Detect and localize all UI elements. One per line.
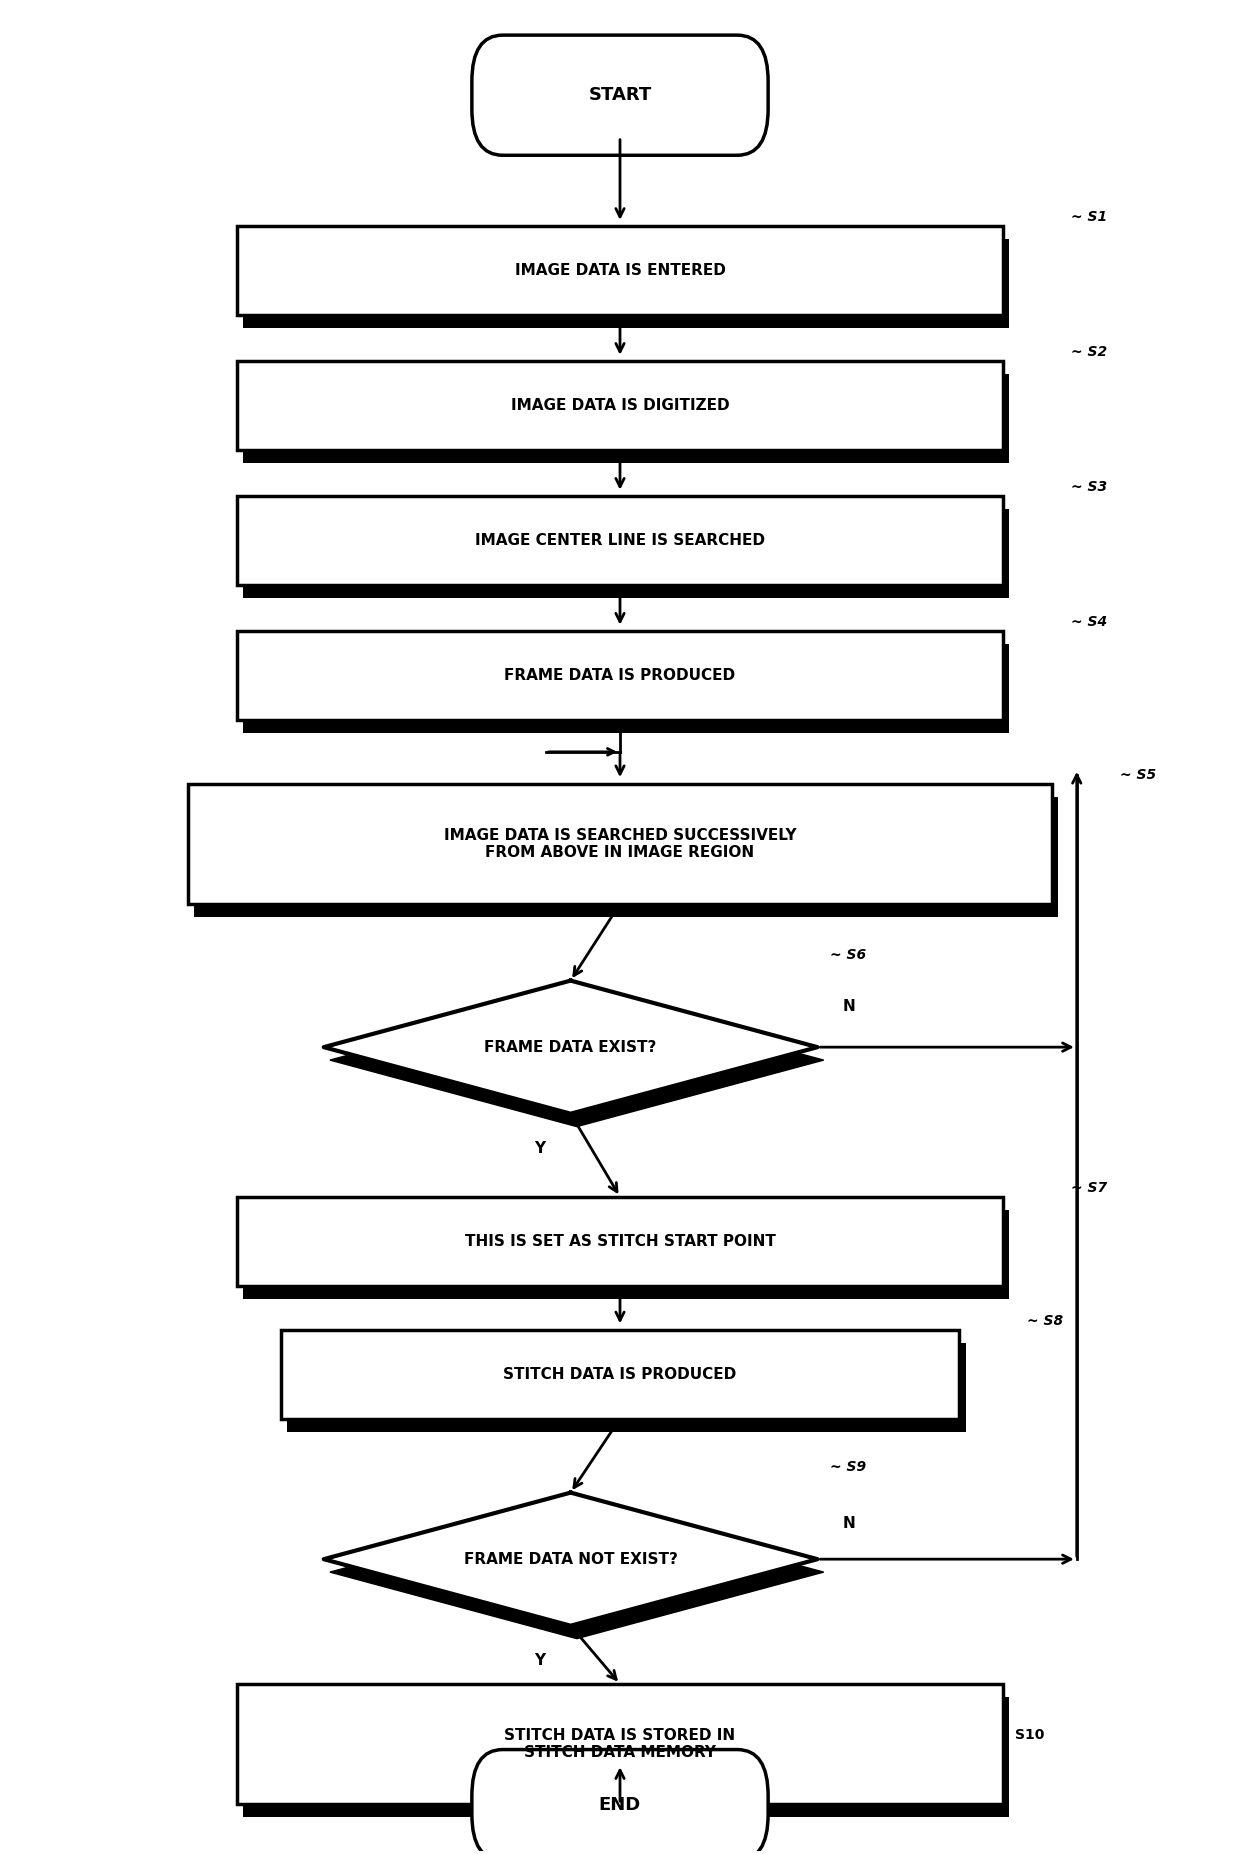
Text: ~ S6: ~ S6: [830, 947, 866, 962]
FancyBboxPatch shape: [243, 239, 1009, 328]
Text: ~ S5: ~ S5: [1120, 768, 1156, 782]
Text: ~ S7: ~ S7: [1070, 1181, 1106, 1194]
Text: ~ S9: ~ S9: [830, 1461, 866, 1474]
FancyBboxPatch shape: [243, 1696, 1009, 1817]
Text: END: END: [599, 1797, 641, 1813]
Text: ~ S1: ~ S1: [1070, 210, 1106, 224]
Text: ~ S4: ~ S4: [1070, 616, 1106, 629]
Text: IMAGE DATA IS SEARCHED SUCCESSIVELY
FROM ABOVE IN IMAGE REGION: IMAGE DATA IS SEARCHED SUCCESSIVELY FROM…: [444, 827, 796, 860]
Text: N: N: [842, 999, 854, 1014]
FancyBboxPatch shape: [243, 643, 1009, 732]
FancyBboxPatch shape: [472, 35, 768, 156]
FancyBboxPatch shape: [237, 1198, 1003, 1285]
FancyBboxPatch shape: [237, 362, 1003, 451]
Text: ~ S3: ~ S3: [1070, 480, 1106, 493]
FancyBboxPatch shape: [237, 1683, 1003, 1804]
Text: IMAGE DATA IS ENTERED: IMAGE DATA IS ENTERED: [515, 263, 725, 278]
FancyBboxPatch shape: [237, 630, 1003, 719]
Text: START: START: [588, 85, 652, 104]
Polygon shape: [324, 1492, 817, 1626]
FancyBboxPatch shape: [472, 1750, 768, 1854]
Text: IMAGE CENTER LINE IS SEARCHED: IMAGE CENTER LINE IS SEARCHED: [475, 534, 765, 549]
FancyBboxPatch shape: [188, 784, 1052, 905]
Polygon shape: [324, 981, 817, 1114]
FancyBboxPatch shape: [237, 497, 1003, 586]
Text: IMAGE DATA IS DIGITIZED: IMAGE DATA IS DIGITIZED: [511, 399, 729, 413]
FancyBboxPatch shape: [237, 226, 1003, 315]
Text: ~ S2: ~ S2: [1070, 345, 1106, 360]
Polygon shape: [330, 994, 823, 1127]
Text: N: N: [842, 1517, 854, 1531]
FancyBboxPatch shape: [243, 510, 1009, 599]
Text: STITCH DATA IS PRODUCED: STITCH DATA IS PRODUCED: [503, 1366, 737, 1381]
Text: S10: S10: [1016, 1728, 1044, 1741]
Polygon shape: [330, 1505, 823, 1639]
Text: STITCH DATA IS STORED IN
STITCH DATA MEMORY: STITCH DATA IS STORED IN STITCH DATA MEM…: [505, 1728, 735, 1759]
Text: FRAME DATA EXIST?: FRAME DATA EXIST?: [485, 1040, 657, 1055]
Text: ~ S8: ~ S8: [1028, 1314, 1064, 1327]
Text: THIS IS SET AS STITCH START POINT: THIS IS SET AS STITCH START POINT: [465, 1233, 775, 1250]
Text: Y: Y: [534, 1654, 546, 1669]
FancyBboxPatch shape: [243, 375, 1009, 464]
FancyBboxPatch shape: [286, 1342, 966, 1431]
FancyBboxPatch shape: [195, 797, 1058, 918]
FancyBboxPatch shape: [280, 1329, 960, 1418]
Text: FRAME DATA NOT EXIST?: FRAME DATA NOT EXIST?: [464, 1552, 677, 1567]
Text: Y: Y: [534, 1142, 546, 1157]
Text: FRAME DATA IS PRODUCED: FRAME DATA IS PRODUCED: [505, 667, 735, 682]
FancyBboxPatch shape: [243, 1211, 1009, 1298]
